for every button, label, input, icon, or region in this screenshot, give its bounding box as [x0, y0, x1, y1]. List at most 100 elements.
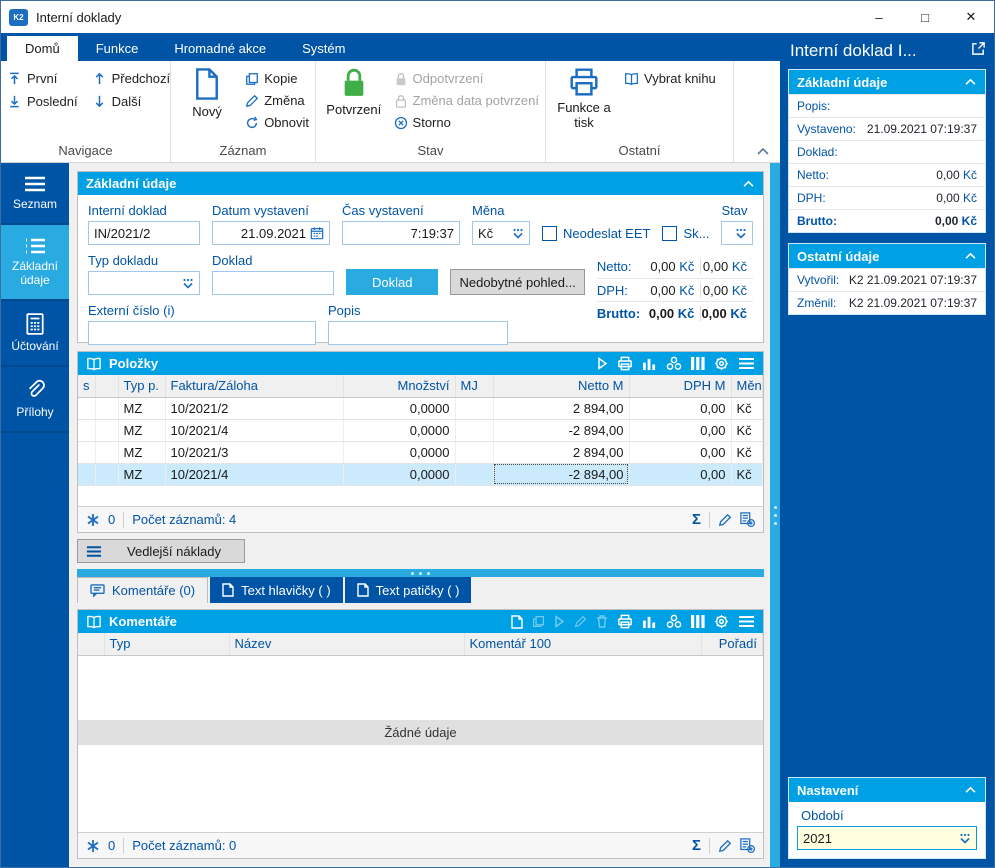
delete-icon[interactable] [596, 615, 608, 628]
print-icon[interactable] [617, 356, 633, 371]
tab-komentare[interactable]: Komentáře (0) [77, 577, 209, 603]
select-book-button[interactable]: Vybrat knihu [624, 71, 716, 86]
edit-icon[interactable] [718, 513, 732, 527]
table-row[interactable]: MZ 10/2021/2 0,0000 2 894,00 0,00 Kč [78, 397, 763, 420]
nedobytne-pohledavky-button[interactable]: Nedobytné pohled... [450, 269, 585, 295]
sidebar-item-seznam[interactable]: Seznam [1, 163, 69, 225]
cas-vystaveni-input[interactable]: 7:19:37 [342, 221, 460, 245]
collapse-icon[interactable] [964, 78, 977, 86]
tab-funkce[interactable]: Funkce [95, 41, 139, 56]
vertical-splitter[interactable] [770, 163, 780, 867]
add-record-icon[interactable] [740, 512, 755, 527]
functions-print-button[interactable]: Funkce a tisk [552, 65, 616, 131]
col-mj[interactable]: MJ [455, 375, 494, 398]
table-row-selected[interactable]: MZ 10/2021/4 0,0000 -2 894,00 0,00 Kč [78, 463, 763, 486]
filter-flag-icon[interactable] [86, 513, 100, 527]
copy-icon[interactable] [532, 615, 545, 628]
sk-checkbox[interactable]: Sk... [662, 221, 709, 245]
col-typ[interactable]: Typ p. [118, 375, 166, 398]
externi-cislo-input[interactable] [88, 321, 316, 345]
tab-domu[interactable]: Domů [7, 36, 78, 61]
collapse-icon[interactable] [964, 786, 977, 794]
chart-icon[interactable] [642, 615, 657, 629]
run-icon[interactable] [554, 615, 565, 628]
storno-button[interactable]: Storno [394, 115, 539, 130]
next-button[interactable]: Další [92, 94, 171, 109]
neodeslat-eet-checkbox[interactable]: Neodeslat EET [542, 221, 650, 245]
minimize-button[interactable]: – [875, 9, 883, 25]
doklad-button[interactable]: Doklad [346, 269, 439, 295]
col-faktura[interactable]: Faktura/Záloha [165, 375, 344, 398]
table-row[interactable]: MZ 10/2021/3 0,0000 2 894,00 0,00 Kč [78, 441, 763, 464]
col-sel[interactable] [95, 375, 119, 398]
col-poradi[interactable]: Pořadí [701, 633, 763, 656]
col-mena[interactable]: Měna [731, 375, 763, 398]
datum-vystaveni-input[interactable]: 21.09.2021 [212, 221, 330, 245]
calendar-icon[interactable] [310, 226, 324, 240]
col-sel[interactable] [78, 633, 105, 656]
grid-menu-icon[interactable] [738, 615, 755, 628]
related-records-icon[interactable] [666, 614, 682, 629]
confirm-button[interactable]: Potvrzení [322, 65, 386, 118]
refresh-button[interactable]: Obnovit [245, 115, 309, 130]
obdobi-dropdown[interactable]: 2021 [797, 826, 977, 850]
maximize-button[interactable]: □ [921, 9, 929, 25]
record-count: Počet záznamů: 0 [132, 838, 237, 853]
previous-button[interactable]: Předchozí [92, 71, 170, 86]
ribbon-collapse-icon[interactable] [756, 147, 770, 156]
first-button[interactable]: První [7, 71, 78, 86]
grid-menu-icon[interactable] [738, 357, 755, 370]
tab-hromadne-akce[interactable]: Hromadné akce [174, 41, 267, 56]
doklad-input[interactable] [212, 271, 334, 295]
unconfirm-button[interactable]: Odpotvrzení [394, 71, 539, 86]
table-row[interactable]: MZ 10/2021/4 0,0000 -2 894,00 0,00 Kč [78, 419, 763, 442]
col-typ[interactable]: Typ [104, 633, 230, 656]
sum-icon[interactable]: Σ [691, 511, 701, 528]
tab-system[interactable]: Systém [302, 41, 346, 56]
open-in-window-icon[interactable] [971, 41, 986, 56]
filter-flag-icon[interactable] [86, 839, 100, 853]
sidebar-item-uctovani[interactable]: Účtování [1, 301, 69, 367]
run-icon[interactable] [597, 357, 608, 370]
collapse-icon[interactable] [964, 252, 977, 260]
popis-input[interactable] [328, 321, 508, 345]
copy-button[interactable]: Kopie [245, 71, 309, 86]
col-netto[interactable]: Netto M [493, 375, 630, 398]
card-title: Nastavení [797, 782, 859, 798]
chart-icon[interactable] [642, 357, 657, 371]
ribbon: První Předchozí Poslední [1, 61, 780, 163]
col-komentar[interactable]: Komentář 100 [464, 633, 702, 656]
new-record-icon[interactable] [511, 614, 523, 629]
close-button[interactable]: ✕ [965, 9, 977, 24]
last-button[interactable]: Poslední [7, 94, 78, 109]
sum-icon[interactable]: Σ [691, 837, 701, 854]
settings-gear-icon[interactable] [714, 356, 729, 371]
col-nazev[interactable]: Název [229, 633, 465, 656]
stav-dropdown[interactable] [721, 221, 753, 245]
vedlejsi-naklady-button[interactable]: Vedlejší náklady [77, 539, 245, 563]
col-s[interactable]: s [78, 375, 96, 398]
sidebar-item-prilohy[interactable]: Přílohy [1, 367, 69, 433]
ribbon-group-navigace: První Předchozí Poslední [1, 61, 171, 162]
sidebar-item-zakladni-udaje[interactable]: Základní údaje [1, 225, 69, 301]
mena-dropdown[interactable]: Kč [472, 221, 530, 245]
col-mnozstvi[interactable]: Množství [343, 375, 456, 398]
interni-doklad-input[interactable]: IN/2021/2 [88, 221, 200, 245]
change-confirm-date-button[interactable]: Změna data potvrzení [394, 93, 539, 108]
settings-gear-icon[interactable] [714, 614, 729, 629]
horizontal-splitter[interactable] [77, 569, 764, 577]
new-button[interactable]: Nový [177, 65, 237, 120]
columns-icon[interactable] [691, 614, 705, 629]
edit-icon[interactable] [574, 615, 587, 628]
collapse-icon[interactable] [742, 180, 755, 188]
typ-dokladu-dropdown[interactable] [88, 271, 200, 295]
columns-icon[interactable] [691, 356, 705, 371]
tab-text-hlavicky[interactable]: Text hlavičky ( ) [210, 577, 343, 603]
related-records-icon[interactable] [666, 356, 682, 371]
add-record-icon[interactable] [740, 838, 755, 853]
col-dph[interactable]: DPH M [629, 375, 732, 398]
tab-text-paticky[interactable]: Text patičky ( ) [344, 577, 472, 603]
print-icon[interactable] [617, 614, 633, 629]
edit-icon[interactable] [718, 839, 732, 853]
change-button[interactable]: Změna [245, 93, 309, 108]
